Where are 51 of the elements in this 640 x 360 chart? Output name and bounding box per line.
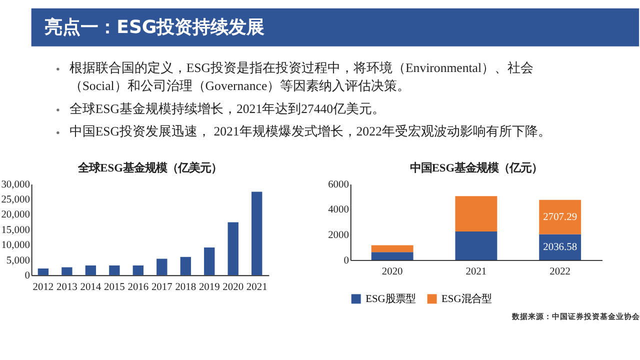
bar [85, 265, 96, 276]
legend-label: ESG股票型 [366, 292, 416, 305]
bar [371, 245, 414, 252]
y-tick-label: 20,000 [1, 210, 30, 221]
y-tick-label: 30,000 [1, 179, 30, 190]
x-tick-label: 2013 [56, 282, 78, 293]
bar [455, 196, 498, 232]
x-tick-label: 2012 [32, 282, 54, 293]
bar [109, 265, 120, 276]
y-tick-label: 15,000 [1, 224, 30, 236]
text: 根据联合国的定义，ESG投资是指在投资过程中，将环境（Environmental）、社会（Social）和公司治理（Governance）等因素纳入评估决策。 [69, 60, 534, 94]
data-label: 2707.29 [543, 212, 578, 223]
x-tick-label: 2020 [382, 266, 403, 278]
x-tick-label: 2014 [80, 282, 102, 293]
data-label: 2036.58 [543, 242, 578, 253]
y-tick-label: 25,000 [1, 194, 30, 206]
y-tick-label: 10,000 [1, 240, 30, 252]
bar [252, 192, 262, 276]
chart-title: 中国ESG基金规模（亿元） [410, 162, 543, 175]
bar [371, 252, 414, 260]
x-tick-label: 2016 [128, 282, 149, 293]
text: 中国ESG投资发展迅速， 2021年规模爆发式增长，2022年受宏观波动影响有所下降。 [69, 124, 551, 139]
y-tick-label: 0 [24, 270, 30, 282]
x-tick-label: 2019 [198, 282, 220, 293]
chart-title: 全球ESG基金规模（亿美元） [77, 162, 222, 175]
y-tick-label: 2000 [328, 230, 349, 241]
bar [180, 256, 191, 276]
bar [38, 268, 49, 276]
text: 全球ESG基金规模持续增长，2021年达到27440亿美元。 [69, 100, 386, 116]
y-tick-label: 6000 [328, 179, 349, 190]
x-tick-label: 2018 [175, 282, 196, 293]
bar [132, 265, 144, 276]
x-tick-label: 2021 [466, 266, 487, 278]
text: 亮点一：ESG投资持续发展 [44, 17, 265, 38]
y-tick-label: 4000 [328, 204, 349, 216]
x-tick-label: 2020 [222, 282, 244, 293]
x-tick-label: 2021 [246, 282, 268, 293]
bar [455, 231, 498, 260]
legend-label: ESG混合型 [442, 292, 492, 305]
x-tick-label: 2022 [550, 266, 571, 278]
bar [204, 248, 215, 276]
y-tick-label: 5,000 [6, 255, 30, 266]
bar [156, 258, 168, 276]
x-tick-label: 2015 [104, 282, 125, 293]
y-tick-label: 0 [344, 255, 349, 266]
source-note: 数据来源：中国证券投资基金业协会 [511, 312, 640, 321]
bar [62, 267, 72, 276]
x-tick-label: 2017 [151, 282, 172, 293]
bar [228, 222, 238, 276]
bar [539, 200, 582, 234]
bar [539, 234, 582, 260]
